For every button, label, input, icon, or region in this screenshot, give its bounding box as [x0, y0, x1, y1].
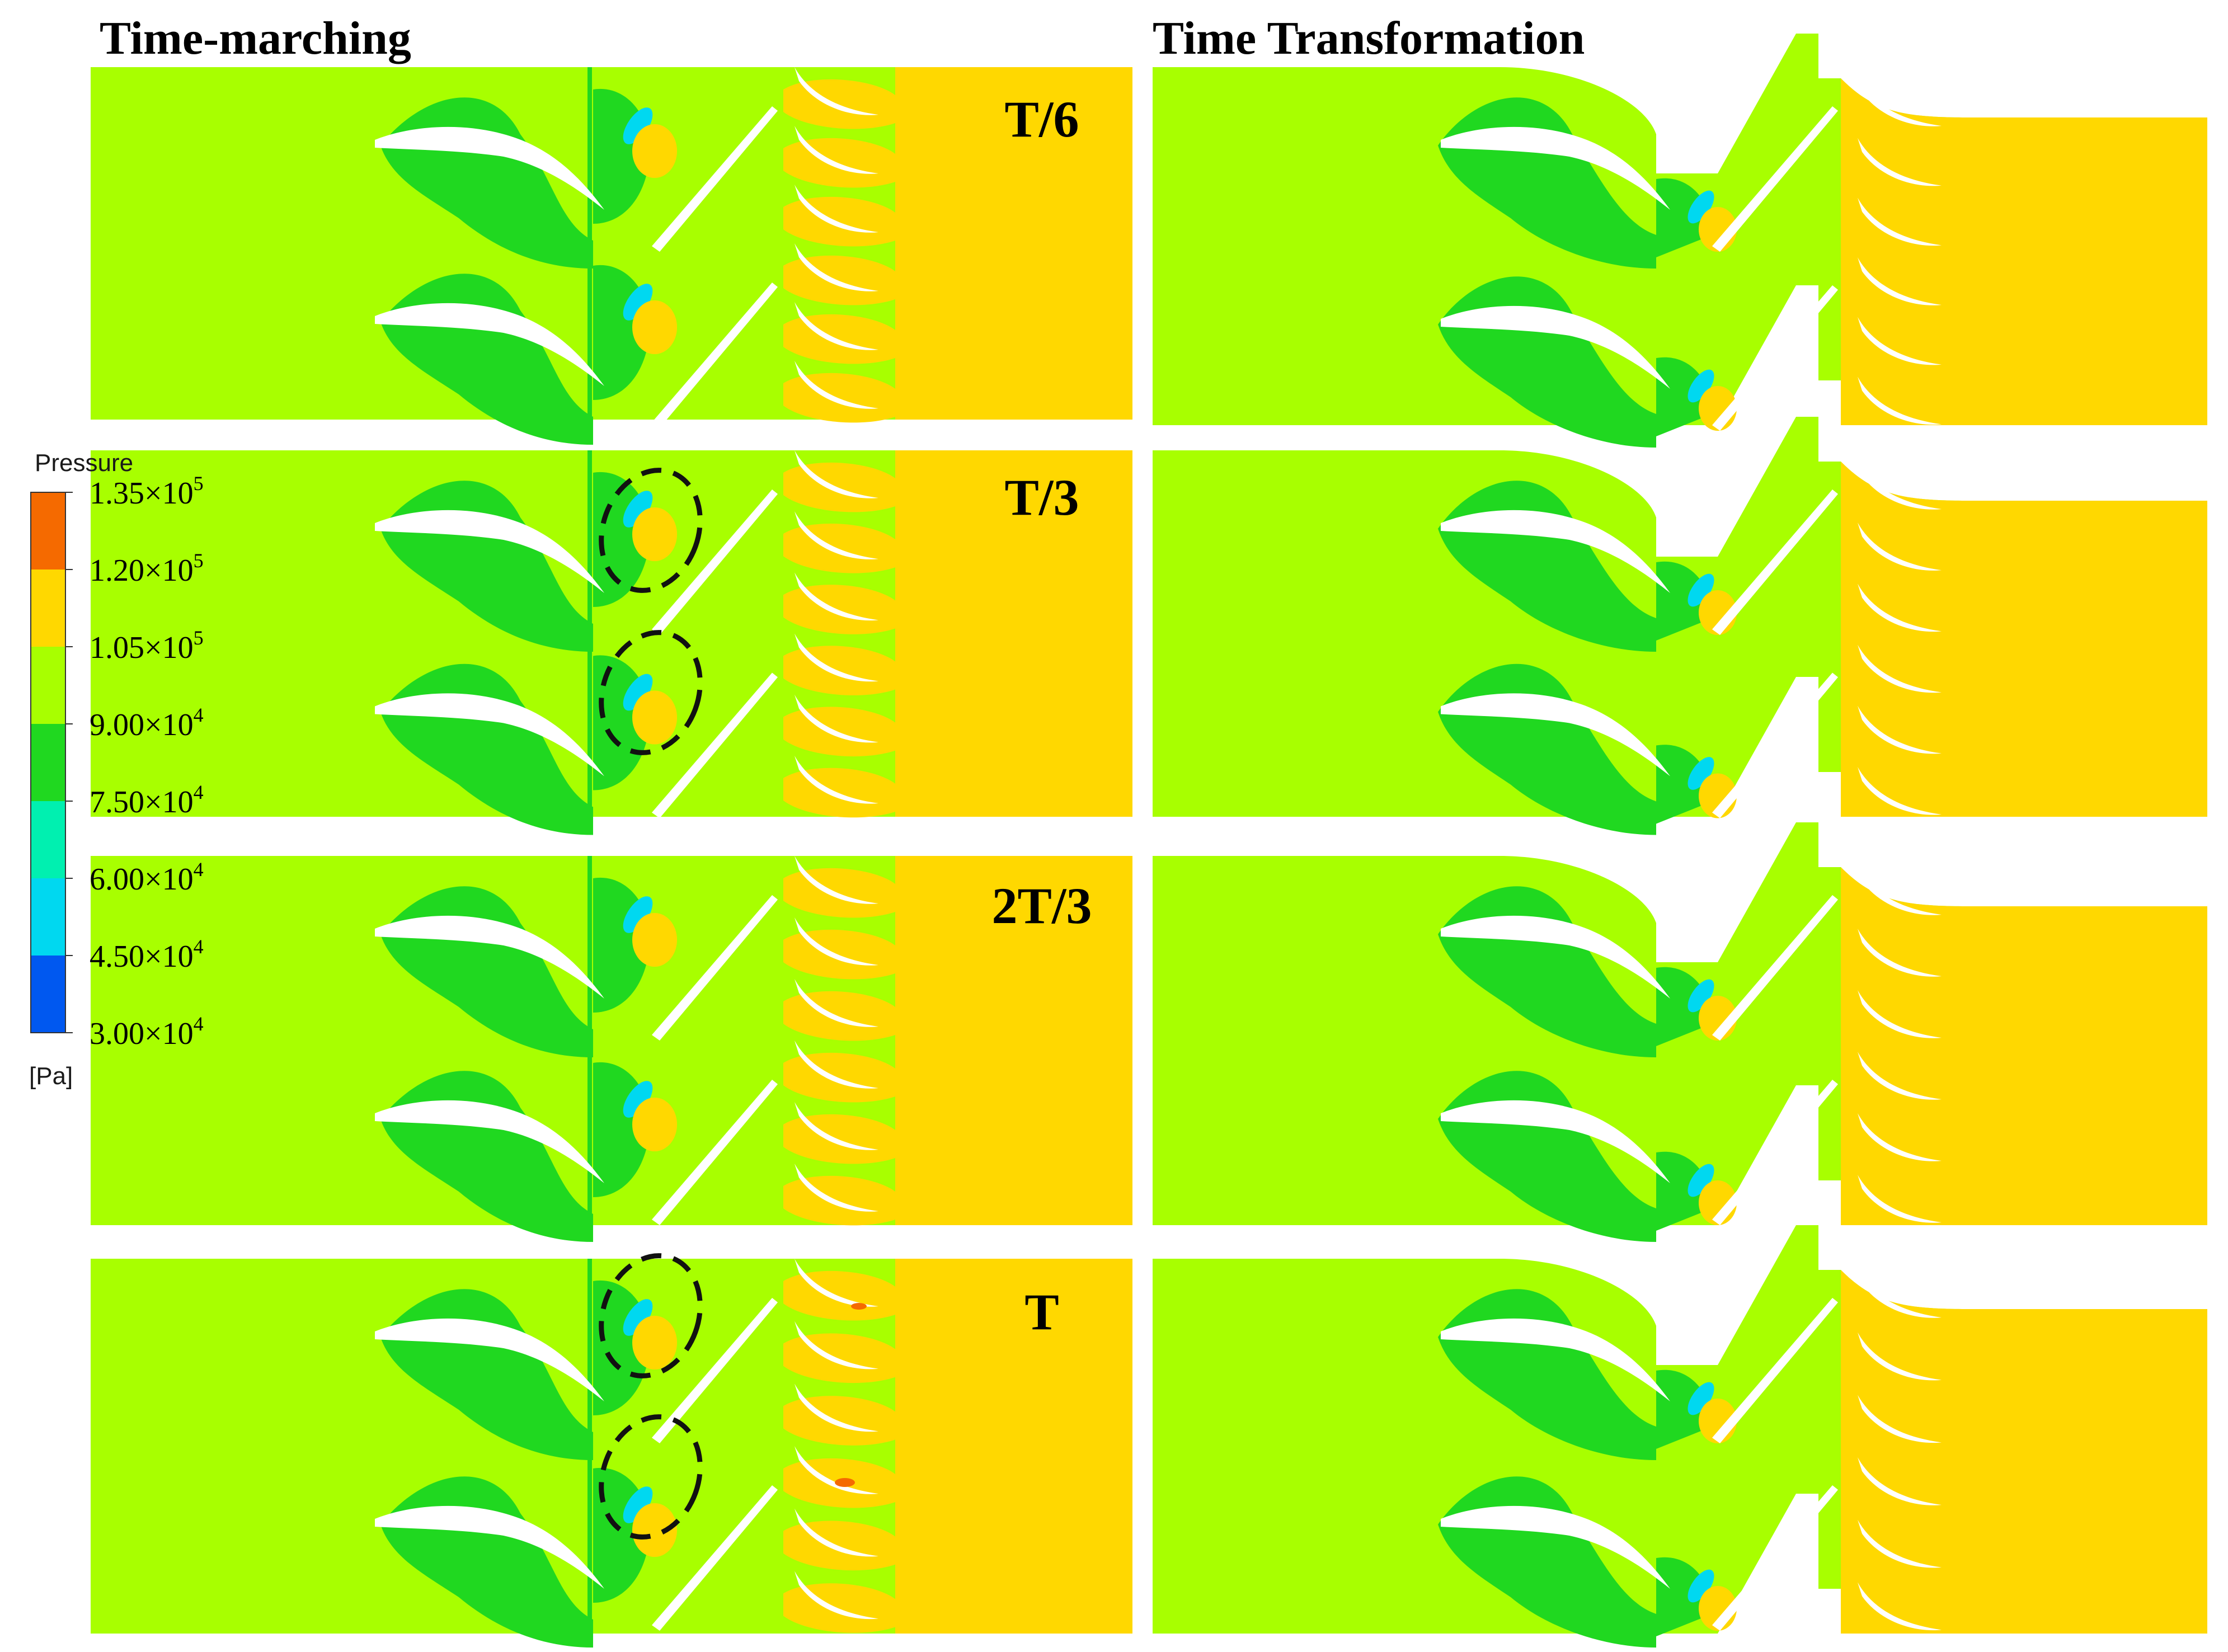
low-pressure-spot: [623, 107, 653, 144]
heading-time-transformation: Time Transformation: [1153, 12, 1585, 64]
legend-tick-exponent: 5: [194, 472, 204, 495]
legend-tick-label: 1.05×105: [90, 627, 204, 665]
contour-panel-right: [1153, 34, 2207, 448]
contour-panel-left: [91, 450, 1132, 835]
low-pressure-spot: [1688, 573, 1714, 607]
panel-label-t6: T/6: [1005, 91, 1079, 148]
legend-tick-label: 6.00×104: [90, 858, 204, 897]
color-legend: Pressure 1.35×105 1.20×105 1.05×105 9.00×10…: [29, 449, 204, 1090]
contour-panel-left: [91, 67, 1132, 445]
stagnation-spot: [632, 124, 677, 178]
outlet-high-pressure-region: [1841, 1270, 2207, 1634]
legend-tick-exponent: 4: [194, 858, 204, 881]
panel-label-t: T: [1024, 1283, 1059, 1340]
contour-panel-right: [1153, 417, 2207, 835]
outlet-high-pressure-region: [1841, 462, 2207, 817]
low-pressure-spot: [623, 1081, 653, 1118]
low-pressure-spot: [1688, 757, 1714, 790]
legend-tick-label: 3.00×104: [90, 1013, 204, 1051]
legend-title: Pressure: [35, 449, 133, 477]
legend-tick-exponent: 4: [194, 1013, 204, 1035]
legend-unit: [Pa]: [29, 1062, 73, 1090]
peak-pressure-spot: [851, 1303, 867, 1310]
legend-band: [31, 956, 65, 1033]
legend-frame: [30, 492, 66, 1033]
panel-label-2t3: 2T/3: [992, 877, 1092, 934]
outlet-high-pressure-region: [895, 856, 1132, 1225]
stagnation-spot: [632, 507, 677, 561]
outlet-high-pressure-region: [895, 450, 1132, 817]
stagnation-spot: [632, 913, 677, 967]
peak-pressure-spot: [835, 1478, 855, 1487]
contour-panel-left: [91, 856, 1132, 1242]
low-pressure-spot: [623, 1299, 653, 1336]
legend-tick-exponent: 5: [194, 549, 204, 572]
legend-tick-label: 9.00×104: [90, 704, 204, 742]
stagnation-spot: [632, 300, 677, 354]
legend-tick-exponent: 4: [194, 781, 204, 803]
highlight-ellipses: [599, 468, 703, 1540]
low-pressure-spot: [1688, 369, 1714, 403]
legend-tick-exponent: 5: [194, 627, 204, 649]
legend-tick-label: 7.50×104: [90, 781, 204, 820]
highlight-ellipse: [599, 1414, 703, 1540]
legend-band: [31, 801, 65, 879]
low-pressure-spot: [1688, 190, 1714, 224]
legend-tick-exponent: 4: [194, 704, 204, 726]
legend-color-bar: [31, 492, 65, 1033]
low-pressure-spot: [623, 674, 653, 711]
legend-tick-label: 4.50×104: [90, 935, 204, 974]
legend-band: [31, 570, 65, 647]
highlight-ellipse: [599, 468, 703, 593]
stagnation-spot: [632, 1098, 677, 1151]
contour-panel-left: [91, 1259, 1132, 1648]
legend-band: [31, 724, 65, 802]
low-pressure-spot: [1688, 979, 1714, 1013]
legend-band: [31, 492, 65, 570]
legend-ticks: 1.35×105 1.20×105 1.05×105 9.00×104 7.50×104…: [65, 472, 204, 1051]
highlight-ellipse: [599, 630, 703, 755]
left-panels: [91, 67, 1132, 1648]
legend-tick-exponent: 4: [194, 935, 204, 958]
stagnation-spot: [632, 690, 677, 745]
outlet-high-pressure-region: [1841, 867, 2207, 1225]
contour-panel-right: [1153, 1225, 2207, 1648]
legend-tick-label: 1.35×105: [90, 472, 204, 511]
outlet-high-pressure-region: [1841, 78, 2207, 425]
outlet-high-pressure-region: [895, 67, 1132, 420]
panel-label-t3: T/3: [1005, 469, 1079, 526]
low-pressure-spot: [623, 491, 653, 528]
low-pressure-spot: [623, 284, 653, 321]
low-pressure-spot: [623, 896, 653, 933]
contour-panel-right: [1153, 822, 2207, 1242]
legend-band: [31, 647, 65, 724]
highlight-ellipse: [599, 1253, 703, 1378]
low-pressure-spot: [623, 1486, 653, 1523]
legend-band: [31, 878, 65, 956]
stagnation-spot: [632, 1503, 677, 1557]
legend-tick-label: 1.20×105: [90, 549, 204, 588]
low-pressure-spot: [1688, 1164, 1714, 1197]
stagnation-spot: [632, 1316, 677, 1369]
low-pressure-spot: [1688, 1382, 1714, 1415]
low-pressure-spot: [1688, 1569, 1714, 1603]
outlet-high-pressure-region: [895, 1259, 1132, 1634]
right-panels: [1153, 34, 2207, 1648]
heading-time-marching: Time-marching: [100, 12, 411, 64]
